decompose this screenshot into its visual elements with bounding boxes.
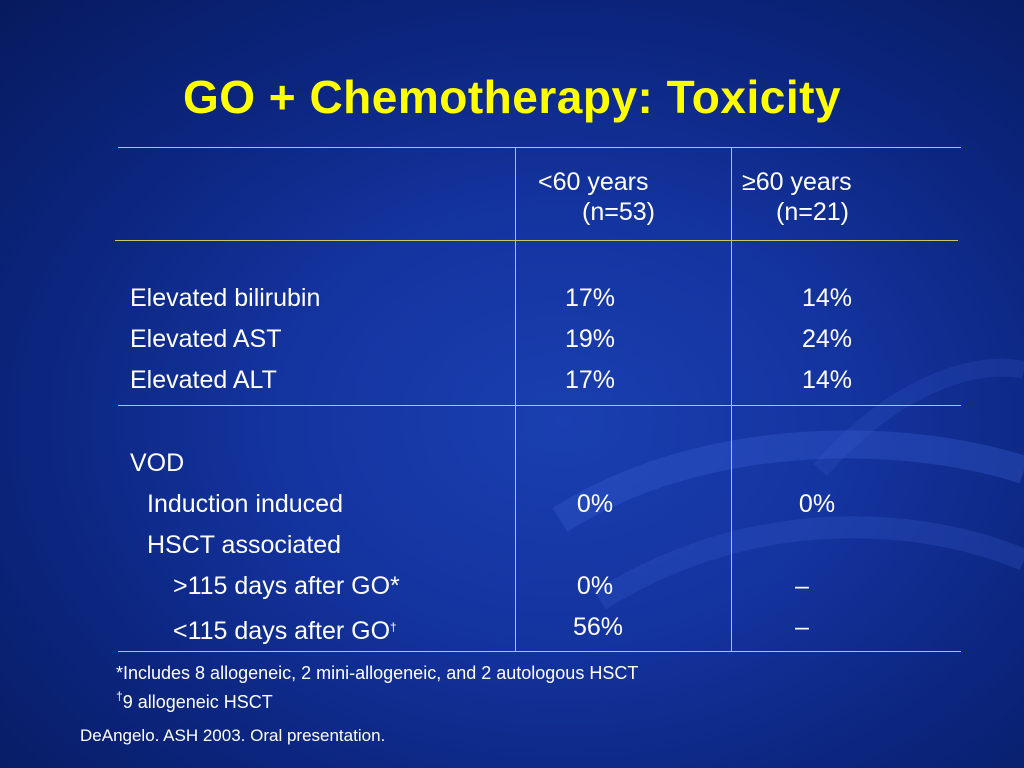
cell-bilirubin-under-60: 17%	[564, 284, 616, 312]
table-top-rule	[118, 147, 961, 148]
cell-under-115-60-plus: –	[795, 613, 809, 641]
row-label-elevated-alt: Elevated ALT	[130, 366, 277, 394]
table-column-divider-2	[731, 147, 732, 651]
cell-alt-60-plus: 14%	[801, 366, 853, 394]
cell-over-115-under-60: 0%	[576, 572, 614, 600]
row-label-hsct-associated: HSCT associated	[147, 531, 342, 559]
column-header-60-plus-n: (n=21)	[776, 198, 849, 226]
table-bottom-rule	[118, 651, 961, 652]
row-label-vod: VOD	[130, 449, 185, 477]
footnote-allogeneic: †9 allogeneic HSCT	[116, 685, 273, 713]
cell-bilirubin-60-plus: 14%	[801, 284, 853, 312]
cell-over-115-60-plus: –	[795, 572, 809, 600]
footnote-1-text: *Includes 8 allogeneic, 2 mini-allogenei…	[116, 663, 639, 683]
cell-induction-under-60: 0%	[576, 490, 614, 518]
cell-induction-60-plus: 0%	[798, 490, 836, 518]
table-section-rule	[118, 405, 961, 406]
row-label-induction-induced: Induction induced	[147, 490, 343, 518]
footnote-2-text: 9 allogeneic HSCT	[122, 692, 273, 712]
column-header-60-plus-age: ≥60 years	[742, 168, 852, 196]
footnote-2-marker: †	[116, 689, 123, 703]
column-header-under-60-n: (n=53)	[582, 198, 655, 226]
row-label-under-115-days: <115 days after GO†	[173, 612, 397, 646]
citation: DeAngelo. ASH 2003. Oral presentation.	[80, 726, 386, 745]
table-header-rule	[115, 240, 958, 241]
cell-under-115-under-60: 56%	[572, 613, 624, 641]
slide-title: GO + Chemotherapy: Toxicity	[182, 71, 842, 123]
row-label-elevated-ast: Elevated AST	[130, 325, 282, 353]
row-label-over-115-days: >115 days after GO*	[173, 572, 400, 600]
cell-alt-under-60: 17%	[564, 366, 616, 394]
row-label-elevated-bilirubin: Elevated bilirubin	[130, 284, 321, 312]
table-column-divider-1	[515, 147, 516, 651]
footnote-hsct-types: *Includes 8 allogeneic, 2 mini-allogenei…	[116, 662, 638, 684]
column-header-60-plus: ≥60 years (n=21)	[742, 167, 852, 227]
column-header-under-60: <60 years (n=53)	[538, 167, 655, 227]
cell-ast-60-plus: 24%	[801, 325, 853, 353]
dagger-footnote-marker: †	[390, 620, 397, 634]
cell-ast-under-60: 19%	[564, 325, 616, 353]
column-header-under-60-age: <60 years	[538, 168, 649, 196]
row-label-under-115-days-text: <115 days after GO	[173, 617, 391, 645]
